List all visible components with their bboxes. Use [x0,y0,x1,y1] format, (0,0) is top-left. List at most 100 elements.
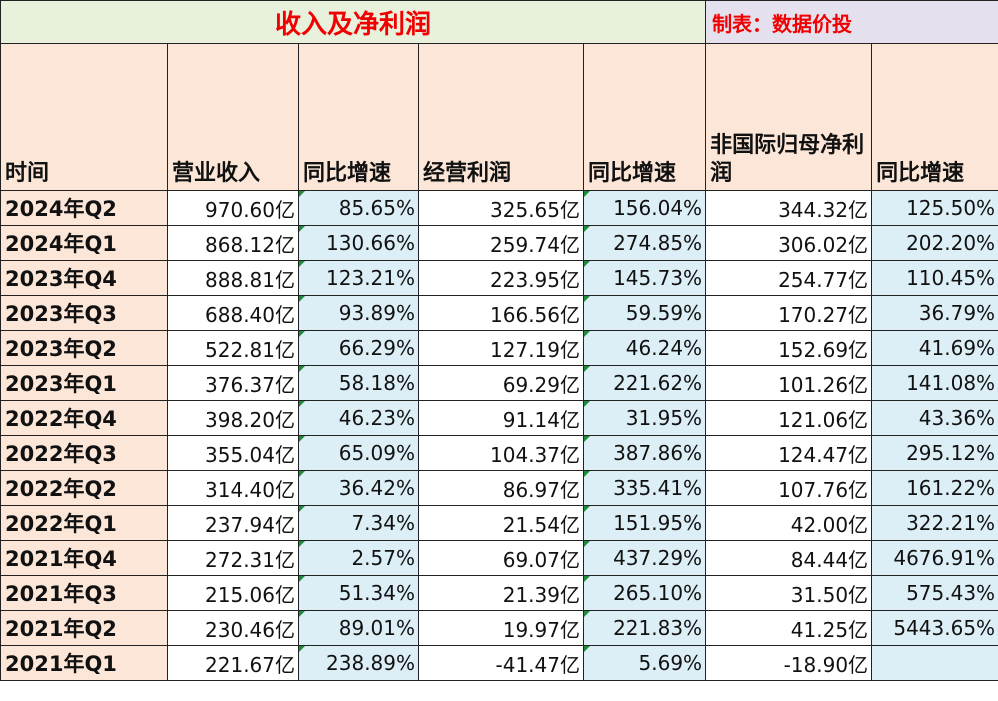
header-revenue-yoy[interactable]: 同比增速 [298,43,419,191]
cell-revenue[interactable]: 272.31亿 [167,540,299,576]
cell-revenue-yoy[interactable]: 58.18% [298,365,419,401]
cell-op-profit[interactable]: -41.47亿 [418,645,584,681]
cell-revenue-yoy[interactable]: 66.29% [298,330,419,366]
cell-op-profit-yoy[interactable]: 387.86% [582,435,707,471]
cell-op-profit[interactable]: 86.97亿 [418,470,584,506]
cell-op-profit-yoy[interactable]: 221.83% [582,610,707,646]
header-time[interactable]: 时间 [0,43,168,191]
cell-op-profit-yoy[interactable]: 437.29% [582,540,707,576]
cell-net-profit[interactable]: 107.76亿 [705,470,873,506]
header-net-profit-yoy[interactable]: 同比增速 [871,43,998,191]
cell-revenue-yoy[interactable]: 85.65% [298,190,419,226]
cell-op-profit-yoy[interactable]: 265.10% [582,575,707,611]
cell-net-profit-yoy[interactable]: 295.12% [871,435,998,471]
cell-time[interactable]: 2024年Q2 [0,190,168,226]
cell-net-profit-yoy[interactable]: 141.08% [871,365,998,401]
cell-time[interactable]: 2023年Q3 [0,295,168,331]
cell-time[interactable]: 2022年Q3 [0,435,168,471]
cell-net-profit[interactable]: 84.44亿 [705,540,873,576]
cell-revenue-yoy[interactable]: 7.34% [298,505,419,541]
cell-time[interactable]: 2023年Q4 [0,260,168,296]
cell-net-profit-yoy[interactable] [871,645,998,681]
cell-net-profit-yoy[interactable]: 36.79% [871,295,998,331]
cell-op-profit[interactable]: 69.29亿 [418,365,584,401]
cell-revenue[interactable]: 376.37亿 [167,365,299,401]
cell-revenue[interactable]: 237.94亿 [167,505,299,541]
cell-op-profit-yoy[interactable]: 46.24% [582,330,707,366]
cell-op-profit[interactable]: 69.07亿 [418,540,584,576]
cell-op-profit[interactable]: 223.95亿 [418,260,584,296]
cell-op-profit-yoy[interactable]: 274.85% [582,225,707,261]
header-op-profit-yoy[interactable]: 同比增速 [582,43,707,191]
cell-time[interactable]: 2022年Q1 [0,505,168,541]
cell-op-profit[interactable]: 325.65亿 [418,190,584,226]
cell-net-profit[interactable]: 306.02亿 [705,225,873,261]
cell-revenue-yoy[interactable]: 89.01% [298,610,419,646]
cell-op-profit-yoy[interactable]: 335.41% [582,470,707,506]
cell-op-profit-yoy[interactable]: 31.95% [582,400,707,436]
cell-op-profit-yoy[interactable]: 5.69% [582,645,707,681]
cell-net-profit[interactable]: 41.25亿 [705,610,873,646]
cell-net-profit[interactable]: 121.06亿 [705,400,873,436]
header-revenue[interactable]: 营业收入 [167,43,299,191]
cell-time[interactable]: 2021年Q1 [0,645,168,681]
cell-revenue[interactable]: 221.67亿 [167,645,299,681]
cell-time[interactable]: 2023年Q1 [0,365,168,401]
cell-revenue[interactable]: 688.40亿 [167,295,299,331]
cell-op-profit[interactable]: 166.56亿 [418,295,584,331]
cell-net-profit[interactable]: 101.26亿 [705,365,873,401]
cell-op-profit[interactable]: 259.74亿 [418,225,584,261]
cell-net-profit-yoy[interactable]: 575.43% [871,575,998,611]
cell-op-profit[interactable]: 91.14亿 [418,400,584,436]
cell-revenue-yoy[interactable]: 36.42% [298,470,419,506]
cell-revenue[interactable]: 230.46亿 [167,610,299,646]
cell-revenue-yoy[interactable]: 123.21% [298,260,419,296]
cell-net-profit-yoy[interactable]: 110.45% [871,260,998,296]
cell-net-profit[interactable]: 170.27亿 [705,295,873,331]
cell-op-profit[interactable]: 21.54亿 [418,505,584,541]
cell-op-profit-yoy[interactable]: 59.59% [582,295,707,331]
cell-revenue-yoy[interactable]: 51.34% [298,575,419,611]
cell-time[interactable]: 2021年Q2 [0,610,168,646]
cell-net-profit[interactable]: 152.69亿 [705,330,873,366]
cell-revenue-yoy[interactable]: 93.89% [298,295,419,331]
cell-revenue[interactable]: 314.40亿 [167,470,299,506]
cell-revenue-yoy[interactable]: 65.09% [298,435,419,471]
cell-time[interactable]: 2024年Q1 [0,225,168,261]
cell-revenue[interactable]: 355.04亿 [167,435,299,471]
cell-net-profit[interactable]: -18.90亿 [705,645,873,681]
cell-revenue-yoy[interactable]: 46.23% [298,400,419,436]
cell-revenue[interactable]: 398.20亿 [167,400,299,436]
cell-net-profit[interactable]: 31.50亿 [705,575,873,611]
cell-op-profit-yoy[interactable]: 221.62% [582,365,707,401]
cell-net-profit-yoy[interactable]: 5443.65% [871,610,998,646]
cell-time[interactable]: 2022年Q4 [0,400,168,436]
cell-net-profit-yoy[interactable]: 322.21% [871,505,998,541]
cell-revenue[interactable]: 868.12亿 [167,225,299,261]
cell-revenue[interactable]: 970.60亿 [167,190,299,226]
cell-net-profit[interactable]: 344.32亿 [705,190,873,226]
header-net-profit[interactable]: 非国际归母净利润 [705,43,873,191]
cell-net-profit-yoy[interactable]: 125.50% [871,190,998,226]
cell-time[interactable]: 2021年Q3 [0,575,168,611]
cell-revenue-yoy[interactable]: 2.57% [298,540,419,576]
cell-revenue[interactable]: 522.81亿 [167,330,299,366]
cell-net-profit-yoy[interactable]: 43.36% [871,400,998,436]
cell-revenue-yoy[interactable]: 130.66% [298,225,419,261]
cell-op-profit-yoy[interactable]: 145.73% [582,260,707,296]
cell-op-profit[interactable]: 21.39亿 [418,575,584,611]
cell-op-profit[interactable]: 19.97亿 [418,610,584,646]
cell-net-profit-yoy[interactable]: 202.20% [871,225,998,261]
cell-time[interactable]: 2022年Q2 [0,470,168,506]
cell-op-profit-yoy[interactable]: 151.95% [582,505,707,541]
cell-op-profit-yoy[interactable]: 156.04% [582,190,707,226]
cell-net-profit[interactable]: 42.00亿 [705,505,873,541]
cell-op-profit[interactable]: 104.37亿 [418,435,584,471]
cell-revenue[interactable]: 888.81亿 [167,260,299,296]
cell-net-profit-yoy[interactable]: 41.69% [871,330,998,366]
cell-revenue-yoy[interactable]: 238.89% [298,645,419,681]
cell-net-profit-yoy[interactable]: 161.22% [871,470,998,506]
cell-net-profit[interactable]: 124.47亿 [705,435,873,471]
cell-op-profit[interactable]: 127.19亿 [418,330,584,366]
header-op-profit[interactable]: 经营利润 [418,43,584,191]
